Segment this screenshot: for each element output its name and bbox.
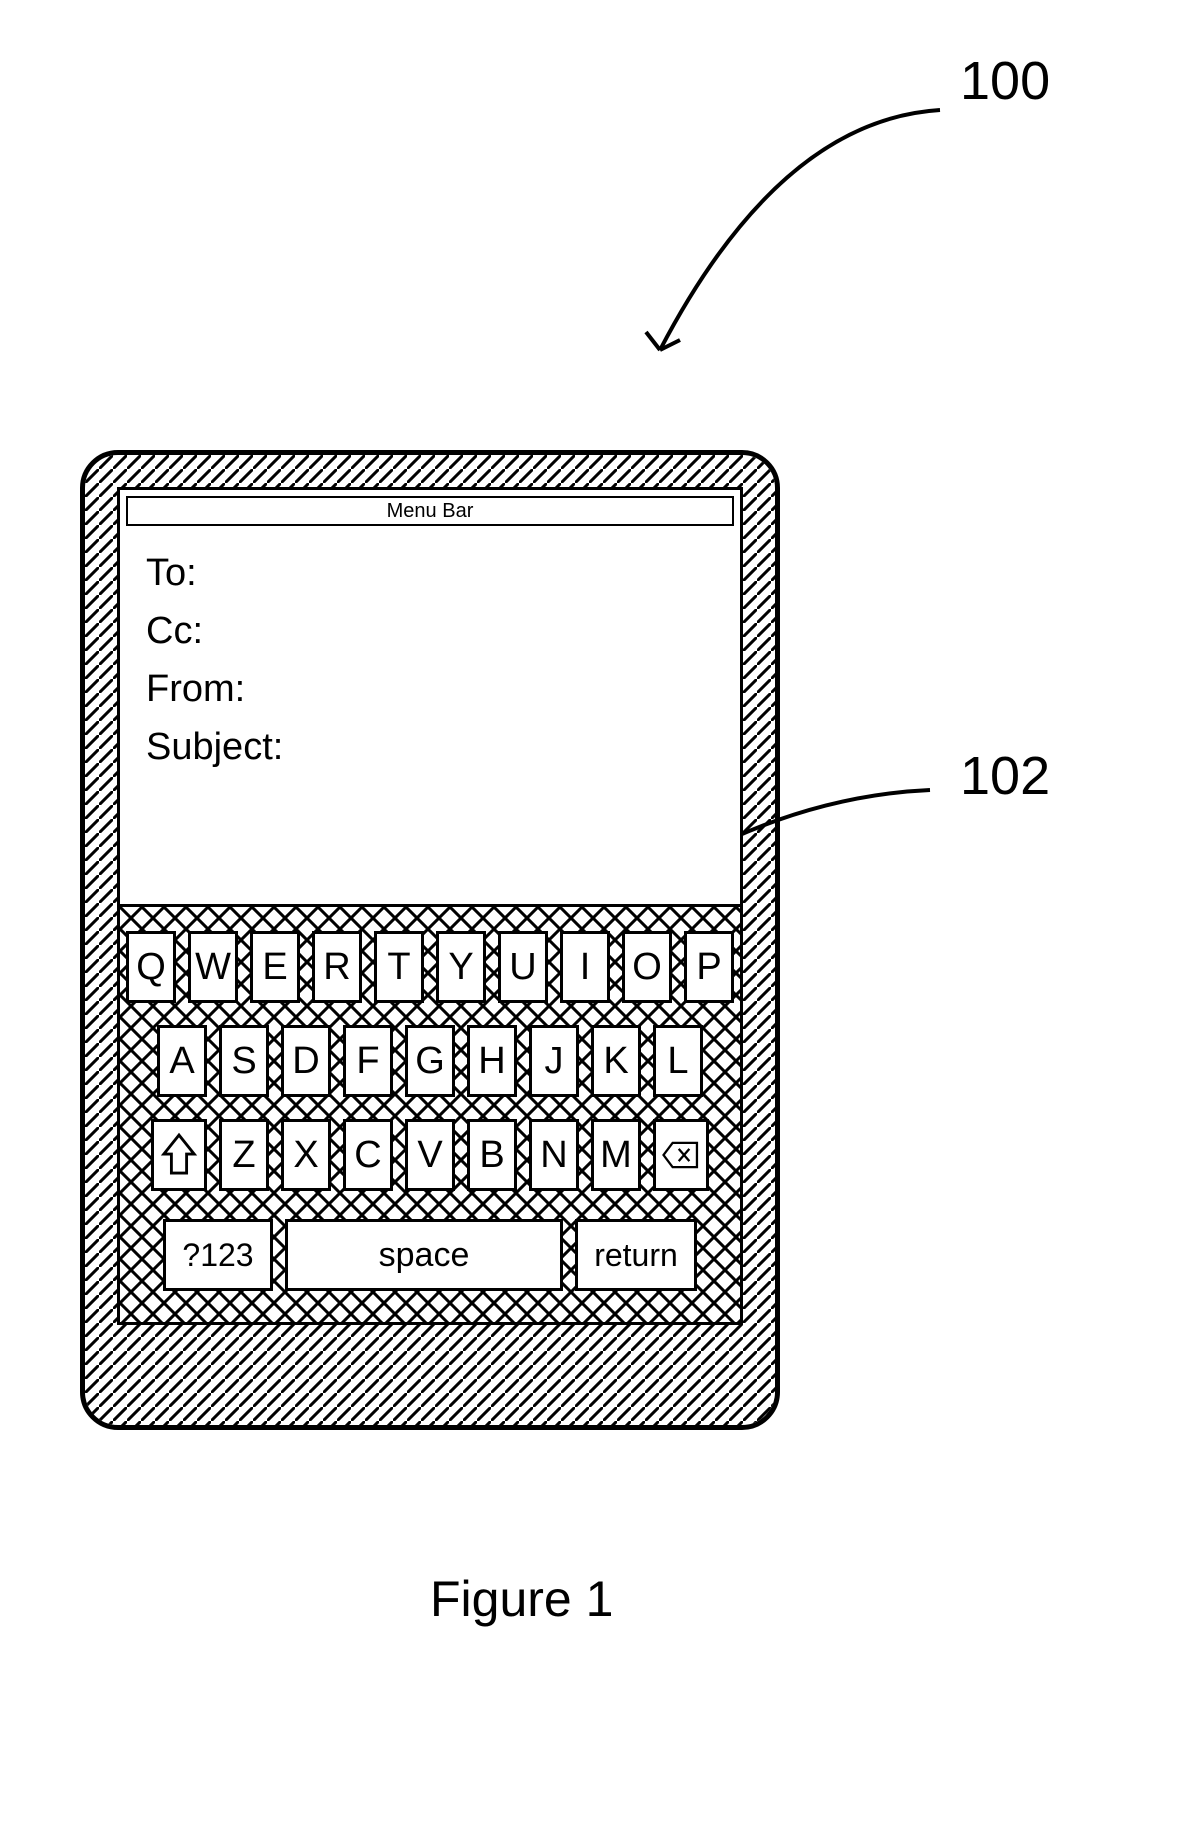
key-backspace[interactable] [653, 1119, 709, 1191]
key-r[interactable]: R [312, 931, 362, 1003]
key-b[interactable]: B [467, 1119, 517, 1191]
key-d[interactable]: D [281, 1025, 331, 1097]
device-screen: Menu Bar To: Cc: From: Subject: [117, 487, 743, 1325]
key-space[interactable]: space [285, 1219, 563, 1291]
key-shift[interactable] [151, 1119, 207, 1191]
key-c[interactable]: C [343, 1119, 393, 1191]
ref-label-102: 102 [960, 745, 1050, 807]
key-symbols[interactable]: ?123 [163, 1219, 273, 1291]
email-fields: To: Cc: From: Subject: [146, 544, 283, 776]
key-x[interactable]: X [281, 1119, 331, 1191]
key-g[interactable]: G [405, 1025, 455, 1097]
key-m[interactable]: M [591, 1119, 641, 1191]
menu-bar[interactable]: Menu Bar [126, 496, 734, 526]
backspace-icon [662, 1131, 700, 1179]
field-cc[interactable]: Cc: [146, 602, 283, 660]
shift-icon [160, 1131, 198, 1179]
key-s[interactable]: S [219, 1025, 269, 1097]
key-l[interactable]: L [653, 1025, 703, 1097]
key-e[interactable]: E [250, 931, 300, 1003]
field-subject[interactable]: Subject: [146, 718, 283, 776]
keyboard-row-4: ?123 space return [134, 1219, 726, 1291]
key-j[interactable]: J [529, 1025, 579, 1097]
keyboard: Q W E R T Y U I O P A S D F G H [120, 904, 740, 1322]
key-k[interactable]: K [591, 1025, 641, 1097]
key-z[interactable]: Z [219, 1119, 269, 1191]
figure-canvas: 100 102 Menu Bar To: Cc: [0, 0, 1184, 1827]
key-y[interactable]: Y [436, 931, 486, 1003]
field-from[interactable]: From: [146, 660, 283, 718]
key-p[interactable]: P [684, 931, 734, 1003]
device-frame: Menu Bar To: Cc: From: Subject: [80, 450, 780, 1430]
key-t[interactable]: T [374, 931, 424, 1003]
figure-caption: Figure 1 [430, 1570, 613, 1628]
keyboard-row-1: Q W E R T Y U I O P [134, 931, 726, 1003]
keyboard-row-3: Z X C V B N M [134, 1119, 726, 1191]
key-f[interactable]: F [343, 1025, 393, 1097]
key-v[interactable]: V [405, 1119, 455, 1191]
pointer-arrow-100 [600, 80, 960, 420]
key-q[interactable]: Q [126, 931, 176, 1003]
field-to[interactable]: To: [146, 544, 283, 602]
key-a[interactable]: A [157, 1025, 207, 1097]
key-n[interactable]: N [529, 1119, 579, 1191]
key-h[interactable]: H [467, 1025, 517, 1097]
ref-label-100: 100 [960, 50, 1050, 112]
key-w[interactable]: W [188, 931, 238, 1003]
keyboard-row-2: A S D F G H J K L [134, 1025, 726, 1097]
key-return[interactable]: return [575, 1219, 697, 1291]
key-u[interactable]: U [498, 931, 548, 1003]
menu-bar-label: Menu Bar [387, 500, 474, 522]
key-i[interactable]: I [560, 931, 610, 1003]
key-o[interactable]: O [622, 931, 672, 1003]
